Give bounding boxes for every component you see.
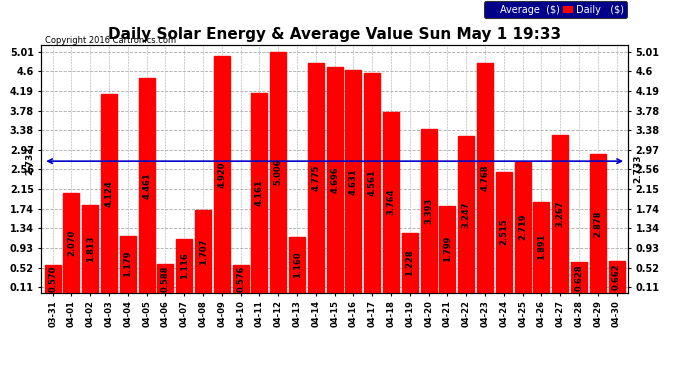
Text: 4.696: 4.696	[330, 166, 339, 193]
Bar	[157, 264, 173, 292]
Bar	[533, 202, 549, 292]
Text: 0.662: 0.662	[612, 263, 621, 290]
Bar	[270, 52, 286, 292]
Text: 1.160: 1.160	[293, 251, 302, 278]
Text: 2.733: 2.733	[633, 154, 642, 183]
Bar	[383, 112, 399, 292]
Bar	[571, 262, 587, 292]
Text: 1.116: 1.116	[180, 252, 189, 279]
Bar	[308, 63, 324, 292]
Bar	[326, 67, 343, 292]
Bar	[402, 234, 418, 292]
Text: 3.764: 3.764	[386, 189, 395, 215]
Text: 4.631: 4.631	[349, 168, 358, 195]
Text: 2.878: 2.878	[593, 210, 602, 237]
Bar	[458, 136, 474, 292]
Bar	[120, 236, 136, 292]
Text: 4.561: 4.561	[368, 170, 377, 196]
Text: 4.124: 4.124	[105, 180, 114, 207]
Bar	[251, 93, 268, 292]
Bar	[346, 70, 362, 292]
Text: 1.813: 1.813	[86, 236, 95, 262]
Bar	[195, 210, 211, 292]
Bar	[63, 193, 79, 292]
Text: 5.006: 5.006	[274, 159, 283, 186]
Text: 4.768: 4.768	[480, 165, 489, 191]
Text: 4.461: 4.461	[142, 172, 151, 199]
Bar	[609, 261, 624, 292]
Text: 4.161: 4.161	[255, 179, 264, 206]
Legend: Average  ($), Daily   ($): Average ($), Daily ($)	[484, 2, 627, 18]
Bar	[552, 135, 569, 292]
Text: 1.179: 1.179	[124, 251, 132, 278]
Text: 0.576: 0.576	[236, 266, 245, 292]
Text: 2.733: 2.733	[26, 147, 34, 176]
Text: 3.393: 3.393	[424, 198, 433, 224]
Bar	[421, 129, 437, 292]
Bar	[515, 162, 531, 292]
Bar	[214, 56, 230, 292]
Bar	[139, 78, 155, 292]
Text: 1.799: 1.799	[443, 236, 452, 262]
Title: Daily Solar Energy & Average Value Sun May 1 19:33: Daily Solar Energy & Average Value Sun M…	[108, 27, 561, 42]
Text: 3.247: 3.247	[462, 201, 471, 228]
Text: 2.515: 2.515	[500, 219, 509, 246]
Bar	[45, 265, 61, 292]
Text: 2.719: 2.719	[518, 214, 527, 240]
Text: 0.570: 0.570	[48, 266, 57, 292]
Text: 1.891: 1.891	[537, 234, 546, 260]
Text: 0.628: 0.628	[575, 264, 584, 291]
Bar	[496, 172, 512, 292]
Bar	[101, 94, 117, 292]
Bar	[590, 154, 606, 292]
Text: 3.267: 3.267	[555, 201, 564, 227]
Text: 4.775: 4.775	[311, 165, 320, 191]
Text: 2.070: 2.070	[67, 230, 76, 256]
Text: 1.228: 1.228	[405, 250, 414, 276]
Bar	[477, 63, 493, 292]
Text: 0.588: 0.588	[161, 265, 170, 291]
Bar	[233, 265, 248, 292]
Text: 4.920: 4.920	[217, 161, 226, 188]
Text: Copyright 2016 Cartronics.com: Copyright 2016 Cartronics.com	[45, 36, 176, 45]
Bar	[440, 206, 455, 292]
Bar	[82, 206, 98, 292]
Bar	[176, 239, 193, 292]
Bar	[289, 237, 305, 292]
Bar	[364, 73, 380, 292]
Text: 1.707: 1.707	[199, 238, 208, 265]
